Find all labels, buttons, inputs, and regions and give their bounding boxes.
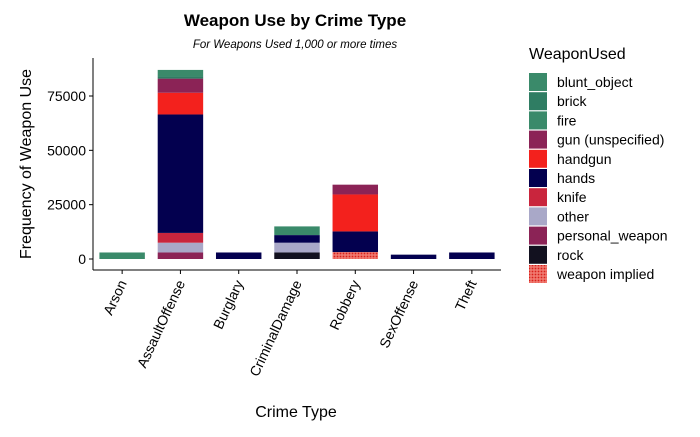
bar-segment — [274, 242, 320, 253]
x-tick-label: Robbery — [326, 278, 363, 333]
bar-segment — [157, 242, 204, 253]
bar-segment — [332, 252, 379, 259]
bar-segment — [332, 184, 379, 195]
legend-label: brick — [557, 93, 588, 109]
legend-label: gun (unspecified) — [557, 132, 664, 148]
bar-segment — [157, 92, 204, 115]
legend-swatch — [529, 207, 547, 226]
plot-area — [99, 69, 495, 259]
legend-swatch — [529, 226, 547, 245]
y-tick-label: 0 — [78, 251, 86, 267]
bar-segment — [274, 235, 320, 243]
bar-segment — [274, 252, 320, 259]
legend-swatch — [529, 265, 547, 283]
legend-label: hands — [557, 170, 595, 186]
x-tick-label: Burglary — [210, 278, 247, 332]
legend-label: weapon implied — [556, 266, 654, 282]
y-tick-label: 75000 — [47, 88, 86, 104]
x-tick-label: Theft — [452, 277, 480, 313]
legend-swatch — [529, 130, 547, 149]
legend-swatch — [529, 149, 547, 168]
bar-segment — [332, 194, 379, 232]
bar-segment — [157, 76, 204, 79]
legend-label: handgun — [557, 151, 612, 167]
x-axis-title: Crime Type — [255, 404, 337, 421]
legend-swatch — [529, 111, 547, 130]
legend-swatch — [529, 73, 547, 91]
bar-segment — [157, 232, 204, 243]
bar-segment — [332, 231, 379, 253]
y-axis-title: Frequency of Weapon Use — [18, 69, 35, 259]
y-tick-label: 25000 — [47, 197, 86, 213]
x-tick-label: SexOffense — [376, 277, 421, 350]
y-tick-label: 50000 — [47, 142, 86, 158]
bar-segment — [157, 78, 204, 93]
bar-segment — [449, 252, 495, 259]
bar-segment — [157, 114, 204, 233]
legend-title: WeaponUsed — [529, 46, 626, 63]
x-tick-label: Arson — [100, 278, 130, 318]
bar-segment — [99, 252, 145, 259]
legend-label: knife — [557, 189, 587, 205]
axes: 0 25000 50000 75000 Arson AssaultOffense Burgl… — [47, 58, 501, 379]
x-tick-label: AssaultOffense — [134, 277, 189, 370]
legend-label: fire — [557, 112, 577, 128]
bar-segment — [215, 252, 262, 259]
chart-subtitle: For Weapons Used 1,000 or more times — [193, 39, 398, 51]
bar-segment — [390, 254, 437, 259]
chart-title: Weapon Use by Crime Type — [184, 11, 406, 30]
legend-swatch — [529, 169, 547, 187]
legend-swatch — [529, 92, 547, 111]
x-tick-label: CriminalDamage — [246, 277, 305, 378]
legend-swatch — [529, 245, 547, 264]
legend-label: rock — [557, 247, 584, 263]
bar-segment — [274, 226, 320, 236]
bar-segment — [157, 69, 204, 77]
legend-swatch — [529, 188, 547, 207]
legend-label: other — [557, 208, 589, 224]
legend-label: blunt_object — [557, 74, 633, 90]
bar-segment — [157, 252, 204, 259]
legend-label: personal_weapon — [557, 228, 668, 244]
